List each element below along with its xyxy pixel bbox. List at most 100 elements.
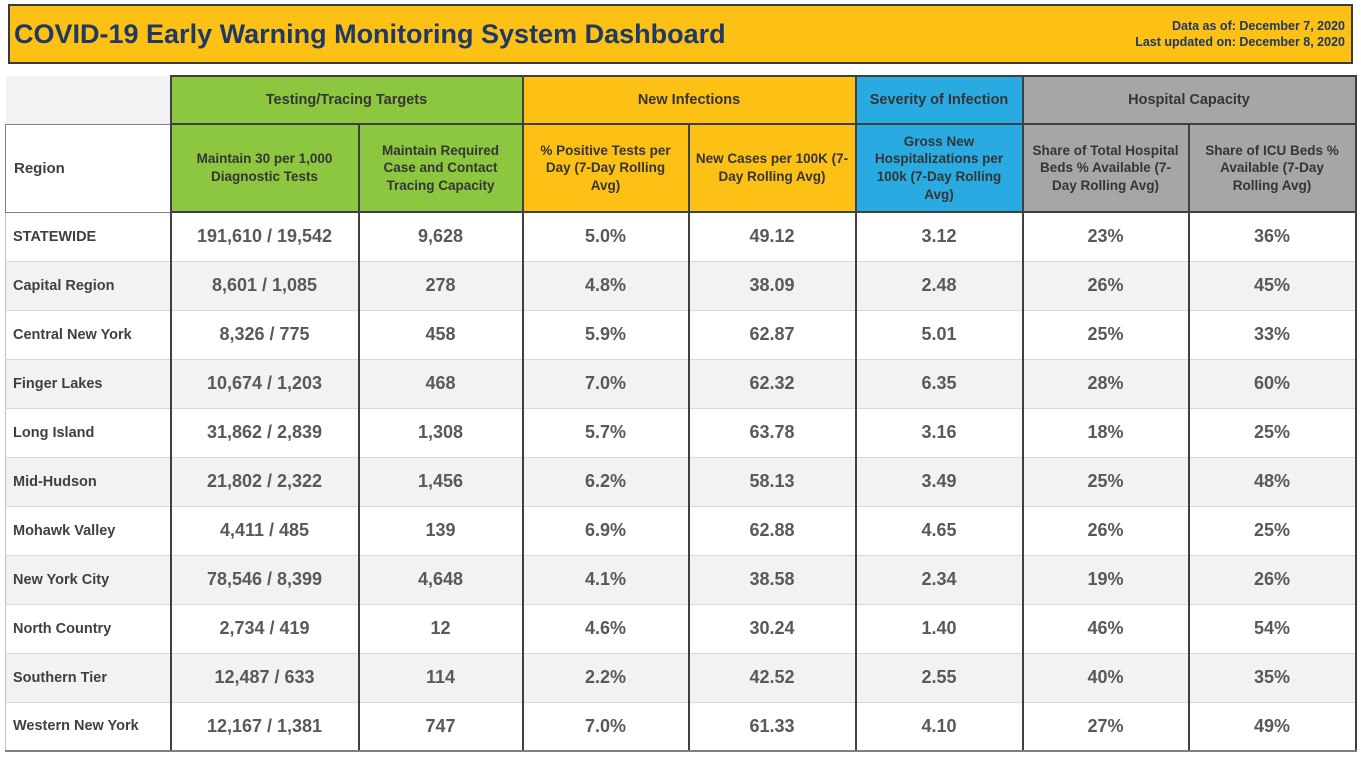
table-row: Western New York 12,167 / 1,381 747 7.0% 61.… <box>5 701 1357 752</box>
table-row: North Country 2,734 / 419 12 4.6% 30.24 1.40 4… <box>5 603 1357 654</box>
region-cell: Western New York <box>5 701 172 752</box>
value-cell: 18% <box>1021 407 1190 458</box>
region-cell: Long Island <box>5 407 172 458</box>
value-cell: 468 <box>357 358 524 409</box>
data-as-of-label: Data as of: December 7, 2020 <box>1171 18 1345 33</box>
region-cell: Mid-Hudson <box>5 456 172 507</box>
value-cell: 25% <box>1021 309 1190 360</box>
value-cell: 12 <box>357 603 524 654</box>
column-header-icu-beds: Share of ICU Beds % Available (7-Day Rol… <box>1187 123 1357 213</box>
value-cell: 38.09 <box>687 260 857 311</box>
value-cell: 10,674 / 1,203 <box>169 358 360 409</box>
table-row: Mohawk Valley 4,411 / 485 139 6.9% 62.88 4.65… <box>5 505 1357 556</box>
date-block: Data as of: December 7, 2020 Last update… <box>1135 18 1351 51</box>
value-cell: 7.0% <box>521 358 690 409</box>
group-header-new-infections: New Infections <box>521 75 857 125</box>
value-cell: 58.13 <box>687 456 857 507</box>
value-cell: 28% <box>1021 358 1190 409</box>
page-title: COVID-19 Early Warning Monitoring System… <box>14 18 726 49</box>
value-cell: 54% <box>1187 603 1357 654</box>
value-cell: 139 <box>357 505 524 556</box>
region-cell: Southern Tier <box>5 652 172 703</box>
title-bar: COVID-19 Early Warning Monitoring System… <box>8 4 1353 64</box>
value-cell: 25% <box>1187 505 1357 556</box>
value-cell: 3.16 <box>854 407 1024 458</box>
region-column-header: Region <box>5 123 171 213</box>
column-header-row: Region Maintain 30 per 1,000 Diagnostic … <box>5 123 1357 213</box>
region-cell: Capital Region <box>5 260 172 311</box>
dashboard-table: Testing/Tracing Targets New Infections S… <box>5 75 1357 752</box>
group-header-hospital-capacity: Hospital Capacity <box>1021 75 1357 125</box>
value-cell: 114 <box>357 652 524 703</box>
value-cell: 78,546 / 8,399 <box>169 554 360 605</box>
region-cell: Central New York <box>5 309 172 360</box>
value-cell: 31,862 / 2,839 <box>169 407 360 458</box>
value-cell: 30.24 <box>687 603 857 654</box>
value-cell: 278 <box>357 260 524 311</box>
value-cell: 4.10 <box>854 701 1024 752</box>
value-cell: 49% <box>1187 701 1357 752</box>
region-cell: STATEWIDE <box>5 211 172 262</box>
value-cell: 7.0% <box>521 701 690 752</box>
table-row: Central New York 8,326 / 775 458 5.9% 62.87 5… <box>5 309 1357 360</box>
value-cell: 5.0% <box>521 211 690 262</box>
value-cell: 12,487 / 633 <box>169 652 360 703</box>
value-cell: 62.87 <box>687 309 857 360</box>
value-cell: 23% <box>1021 211 1190 262</box>
value-cell: 191,610 / 19,542 <box>169 211 360 262</box>
value-cell: 3.12 <box>854 211 1024 262</box>
value-cell: 61.33 <box>687 701 857 752</box>
table-body: STATEWIDE 191,610 / 19,542 9,628 5.0% 49.12 3… <box>5 211 1357 752</box>
value-cell: 26% <box>1021 260 1190 311</box>
value-cell: 38.58 <box>687 554 857 605</box>
column-header-hospital-beds: Share of Total Hospital Beds % Available… <box>1021 123 1190 213</box>
column-header-new-cases: New Cases per 100K (7-Day Rolling Avg) <box>687 123 857 213</box>
value-cell: 46% <box>1021 603 1190 654</box>
value-cell: 2.2% <box>521 652 690 703</box>
value-cell: 1,308 <box>357 407 524 458</box>
value-cell: 40% <box>1021 652 1190 703</box>
value-cell: 2.34 <box>854 554 1024 605</box>
table-row: STATEWIDE 191,610 / 19,542 9,628 5.0% 49.12 3… <box>5 211 1357 262</box>
value-cell: 6.35 <box>854 358 1024 409</box>
value-cell: 2.55 <box>854 652 1024 703</box>
value-cell: 45% <box>1187 260 1357 311</box>
column-header-tracing-capacity: Maintain Required Case and Contact Traci… <box>357 123 524 213</box>
table-row: Capital Region 8,601 / 1,085 278 4.8% 38.09 2… <box>5 260 1357 311</box>
value-cell: 6.9% <box>521 505 690 556</box>
column-header-positive-tests: % Positive Tests per Day (7-Day Rolling … <box>521 123 690 213</box>
column-header-diagnostic-tests: Maintain 30 per 1,000 Diagnostic Tests <box>169 123 360 213</box>
value-cell: 4,648 <box>357 554 524 605</box>
value-cell: 21,802 / 2,322 <box>169 456 360 507</box>
column-header-hospitalizations: Gross New Hospitalizations per 100k (7-D… <box>854 123 1024 213</box>
value-cell: 26% <box>1187 554 1357 605</box>
value-cell: 5.9% <box>521 309 690 360</box>
value-cell: 6.2% <box>521 456 690 507</box>
value-cell: 27% <box>1021 701 1190 752</box>
value-cell: 62.88 <box>687 505 857 556</box>
value-cell: 25% <box>1021 456 1190 507</box>
value-cell: 33% <box>1187 309 1357 360</box>
region-cell: Mohawk Valley <box>5 505 172 556</box>
value-cell: 4.65 <box>854 505 1024 556</box>
value-cell: 25% <box>1187 407 1357 458</box>
value-cell: 747 <box>357 701 524 752</box>
value-cell: 1.40 <box>854 603 1024 654</box>
value-cell: 1,456 <box>357 456 524 507</box>
value-cell: 8,601 / 1,085 <box>169 260 360 311</box>
value-cell: 63.78 <box>687 407 857 458</box>
group-header-row: Testing/Tracing Targets New Infections S… <box>5 75 1357 125</box>
table-row: Southern Tier 12,487 / 633 114 2.2% 42.52 2.5… <box>5 652 1357 703</box>
value-cell: 458 <box>357 309 524 360</box>
value-cell: 36% <box>1187 211 1357 262</box>
value-cell: 9,628 <box>357 211 524 262</box>
value-cell: 48% <box>1187 456 1357 507</box>
value-cell: 60% <box>1187 358 1357 409</box>
last-updated-label: Last updated on: December 8, 2020 <box>1135 35 1345 49</box>
table-row: Mid-Hudson 21,802 / 2,322 1,456 6.2% 58.13 3.… <box>5 456 1357 507</box>
region-cell: Finger Lakes <box>5 358 172 409</box>
group-header-testing-tracing: Testing/Tracing Targets <box>169 75 524 125</box>
value-cell: 62.32 <box>687 358 857 409</box>
value-cell: 4.8% <box>521 260 690 311</box>
value-cell: 19% <box>1021 554 1190 605</box>
